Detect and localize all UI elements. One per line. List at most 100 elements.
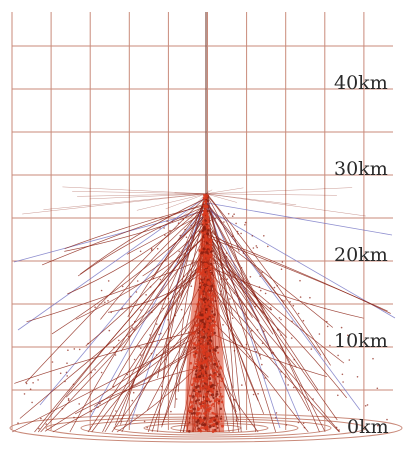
particle-hit — [376, 424, 379, 427]
shower-core-particle — [204, 236, 207, 239]
particle-hit — [198, 230, 200, 233]
shower-core-particle — [203, 222, 206, 225]
particle-track — [205, 187, 244, 195]
particle-hit — [149, 334, 151, 336]
shower-core-particle — [202, 265, 205, 269]
shower-core-particle — [199, 343, 202, 345]
shower-core-particle — [216, 365, 219, 368]
shower-core-particle — [209, 297, 213, 300]
shower-core-particle — [212, 422, 216, 426]
particle-hit — [231, 235, 234, 238]
shower-core-particle — [200, 251, 204, 255]
particle-hit — [222, 324, 224, 326]
particle-hit — [233, 213, 235, 215]
shower-core-particle — [207, 290, 209, 292]
particle-hit — [259, 275, 262, 278]
shower-core-particle — [210, 404, 213, 407]
shower-core-particle — [192, 411, 196, 415]
shower-core-particle — [207, 270, 210, 273]
shower-core-particle — [205, 427, 209, 431]
shower-core-particle — [204, 403, 206, 406]
shower-core-particle — [212, 305, 214, 307]
shower-core-particle — [202, 375, 205, 377]
shower-core-particle — [219, 380, 221, 382]
shower-core-particle — [202, 401, 205, 404]
shower-core-particle — [216, 426, 219, 429]
shower-core-particle — [197, 336, 199, 338]
particle-hit — [242, 252, 245, 254]
shower-core-particle — [199, 394, 203, 398]
particle-hit — [326, 320, 328, 323]
shower-core-particle — [208, 287, 211, 291]
particle-hit — [267, 245, 269, 248]
shower-core-particle — [220, 424, 224, 428]
shower-core-particle — [208, 377, 212, 381]
particle-hit — [180, 308, 183, 311]
particle-hit — [108, 329, 111, 332]
particle-hit — [249, 276, 252, 278]
shower-core-particle — [202, 348, 205, 352]
shower-core-particle — [200, 337, 203, 340]
particle-hit — [280, 371, 282, 373]
particle-track — [211, 258, 273, 355]
particle-track — [34, 236, 204, 433]
particle-hit — [164, 234, 166, 236]
shower-core-particle — [211, 412, 213, 414]
shower-core-particle — [196, 408, 200, 412]
shower-core-particle — [203, 296, 206, 300]
shower-core-particle — [201, 386, 205, 389]
particle-track — [114, 241, 209, 426]
shower-core-particle — [207, 407, 210, 410]
shower-core-particle — [209, 319, 212, 323]
shower-core-particle — [205, 215, 209, 218]
muon-track — [207, 202, 393, 236]
shower-core-particle — [197, 298, 201, 302]
particle-track — [51, 215, 206, 335]
particle-hit — [251, 235, 254, 237]
particle-hit — [233, 292, 236, 294]
particle-hit — [280, 268, 283, 271]
particle-hit — [67, 398, 70, 400]
shower-core-particle — [215, 395, 217, 398]
particle-hit — [90, 410, 93, 413]
shower-core-particle — [201, 376, 204, 379]
particle-hit — [151, 311, 153, 314]
particle-hit — [149, 286, 152, 288]
particle-track — [205, 193, 238, 203]
particle-hit — [250, 330, 253, 332]
altitude-label: 10km — [334, 330, 388, 352]
particle-track — [89, 193, 207, 200]
shower-core-particle — [192, 342, 196, 345]
shower-core-particle — [205, 405, 207, 407]
altitude-label: 30km — [334, 158, 388, 180]
particle-hit — [136, 280, 139, 282]
shower-core-particle — [188, 421, 191, 424]
shower-core-particle — [209, 269, 212, 272]
particle-hit — [340, 326, 343, 329]
shower-core-particle — [200, 359, 203, 362]
shower-core-particle — [193, 424, 196, 427]
particle-track — [205, 193, 246, 284]
shower-core-particle — [203, 399, 206, 402]
shower-core-particle — [200, 426, 204, 430]
shower-core-particle — [200, 254, 203, 256]
shower-core-particle — [191, 369, 194, 372]
particle-hit — [281, 299, 283, 302]
particle-hit — [130, 295, 132, 298]
particle-track — [64, 204, 208, 250]
particle-track — [210, 266, 364, 319]
shower-core-particle — [208, 383, 211, 386]
particle-hit — [177, 222, 180, 224]
shower-core-particle — [196, 412, 200, 416]
particle-track — [207, 229, 334, 328]
particle-hit — [184, 228, 186, 231]
shower-core-particle — [198, 249, 202, 253]
particle-hit — [164, 358, 167, 361]
particle-hit — [155, 354, 158, 356]
particle-hit — [99, 402, 101, 405]
shower-core-particle — [212, 402, 215, 406]
particle-track — [205, 193, 240, 253]
particle-hit — [61, 408, 64, 410]
shower-core-particle — [211, 316, 214, 319]
particle-hit — [67, 399, 70, 402]
